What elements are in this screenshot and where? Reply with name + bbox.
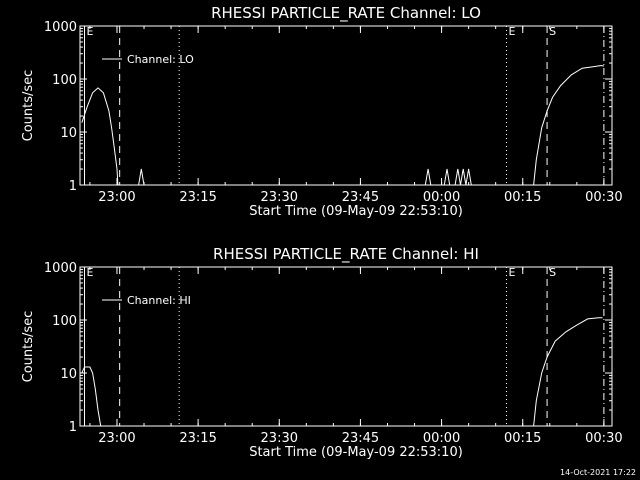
x-tick-label: 23:00 [98, 431, 135, 446]
x-tick-label: 23:30 [261, 190, 298, 205]
footer-timestamp: 14-Oct-2021 17:22 [560, 468, 636, 477]
legend-label: Channel: HI [127, 294, 191, 307]
x-tick-label: 00:00 [423, 431, 460, 446]
event-marker-label: S [549, 25, 556, 38]
x-tick-label: 23:15 [179, 431, 216, 446]
x-tick-label: 00:00 [423, 190, 460, 205]
event-marker-label: E [509, 25, 516, 38]
x-tick-label: 23:30 [261, 431, 298, 446]
y-axis-label: Counts/sec [21, 70, 36, 142]
x-tick-label: 23:45 [342, 431, 379, 446]
plot-frame [79, 25, 613, 186]
y-tick-label: 1 [69, 179, 77, 194]
y-axis-label: Counts/sec [21, 311, 36, 383]
x-tick-label: 23:00 [98, 190, 135, 205]
x-axis-label: Start Time (09-May-09 22:53:10) [249, 445, 463, 460]
x-tick-label: 00:15 [504, 431, 541, 446]
chart-title: RHESSI PARTICLE_RATE Channel: HI [213, 245, 479, 264]
series-line [81, 317, 603, 427]
event-marker-label: E [509, 266, 516, 279]
y-tick-label: 1000 [44, 261, 77, 276]
x-tick-label: 00:30 [585, 431, 622, 446]
y-tick-label: 100 [52, 314, 77, 329]
event-marker-label: S [549, 266, 556, 279]
y-tick-label: 1 [69, 420, 77, 435]
panel-hi: RHESSI PARTICLE_RATE Channel: HI 1 10 100 10… [21, 245, 623, 460]
series-line [81, 64, 605, 186]
chart-title: RHESSI PARTICLE_RATE Channel: LO [211, 4, 481, 23]
x-tick-label: 23:45 [342, 190, 379, 205]
y-tick-label: 1000 [44, 20, 77, 35]
x-tick-label: 00:30 [585, 190, 622, 205]
x-tick-label: 00:15 [504, 190, 541, 205]
plot-frame [79, 266, 613, 427]
event-marker-label: E [87, 266, 94, 279]
y-tick-label: 10 [60, 367, 77, 382]
y-tick-label: 100 [52, 73, 77, 88]
panel-lo: RHESSI PARTICLE_RATE Channel: LO 1 10 100 10… [21, 4, 623, 219]
event-marker-label: E [87, 25, 94, 38]
legend-label: Channel: LO [127, 53, 194, 66]
x-tick-label: 23:15 [179, 190, 216, 205]
y-tick-label: 10 [60, 126, 77, 141]
x-axis-label: Start Time (09-May-09 22:53:10) [249, 204, 463, 219]
